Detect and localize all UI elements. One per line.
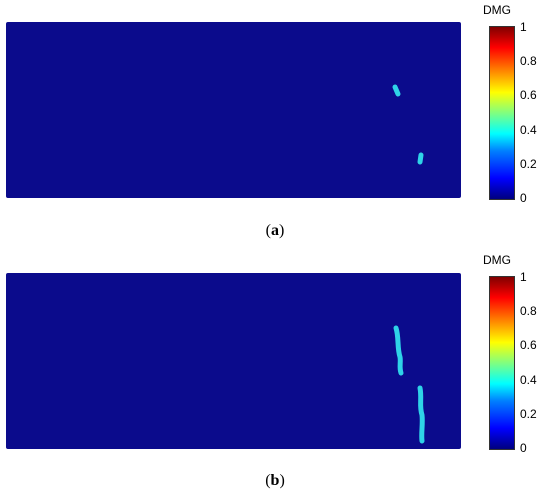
colorbar-tick: 0.6 [520, 338, 537, 352]
colorbar-tick: 0 [520, 441, 527, 455]
colorbar-tick: 0.2 [520, 157, 537, 171]
colorbar-tick: 1 [520, 270, 527, 284]
colorbar-title: DMG [483, 3, 511, 17]
crack-overlay-a [392, 84, 424, 165]
colorbar-tick: 0.2 [520, 407, 537, 421]
panel-caption-b: (b) [265, 472, 285, 489]
colorbar [489, 26, 515, 200]
crack-segment [393, 325, 404, 376]
colorbar-tick: 1 [520, 20, 527, 34]
colorbar-tick: 0.4 [520, 373, 537, 387]
crack-segment [417, 152, 424, 165]
colorbar-tick: 0.8 [520, 304, 537, 318]
crack-overlay-b [393, 325, 425, 444]
colorbar-title: DMG [483, 253, 511, 267]
damage-field-a [6, 22, 461, 198]
colorbar-tick: 0.4 [520, 123, 537, 137]
panel-a: DMG 1 0.8 0.6 0.4 0.2 0 (a) [6, 3, 537, 239]
panel-b: DMG 1 0.8 0.6 0.4 0.2 0 (b) [0, 250, 550, 500]
crack-segment [417, 385, 425, 444]
colorbar [489, 276, 515, 450]
damage-field-b [6, 273, 461, 449]
colorbar-tick: 0 [520, 191, 527, 205]
colorbar-tick: 0.8 [520, 54, 537, 68]
crack-segment [392, 84, 401, 97]
colorbar-tick: 0.6 [520, 88, 537, 102]
panel-caption-a: (a) [265, 222, 285, 239]
